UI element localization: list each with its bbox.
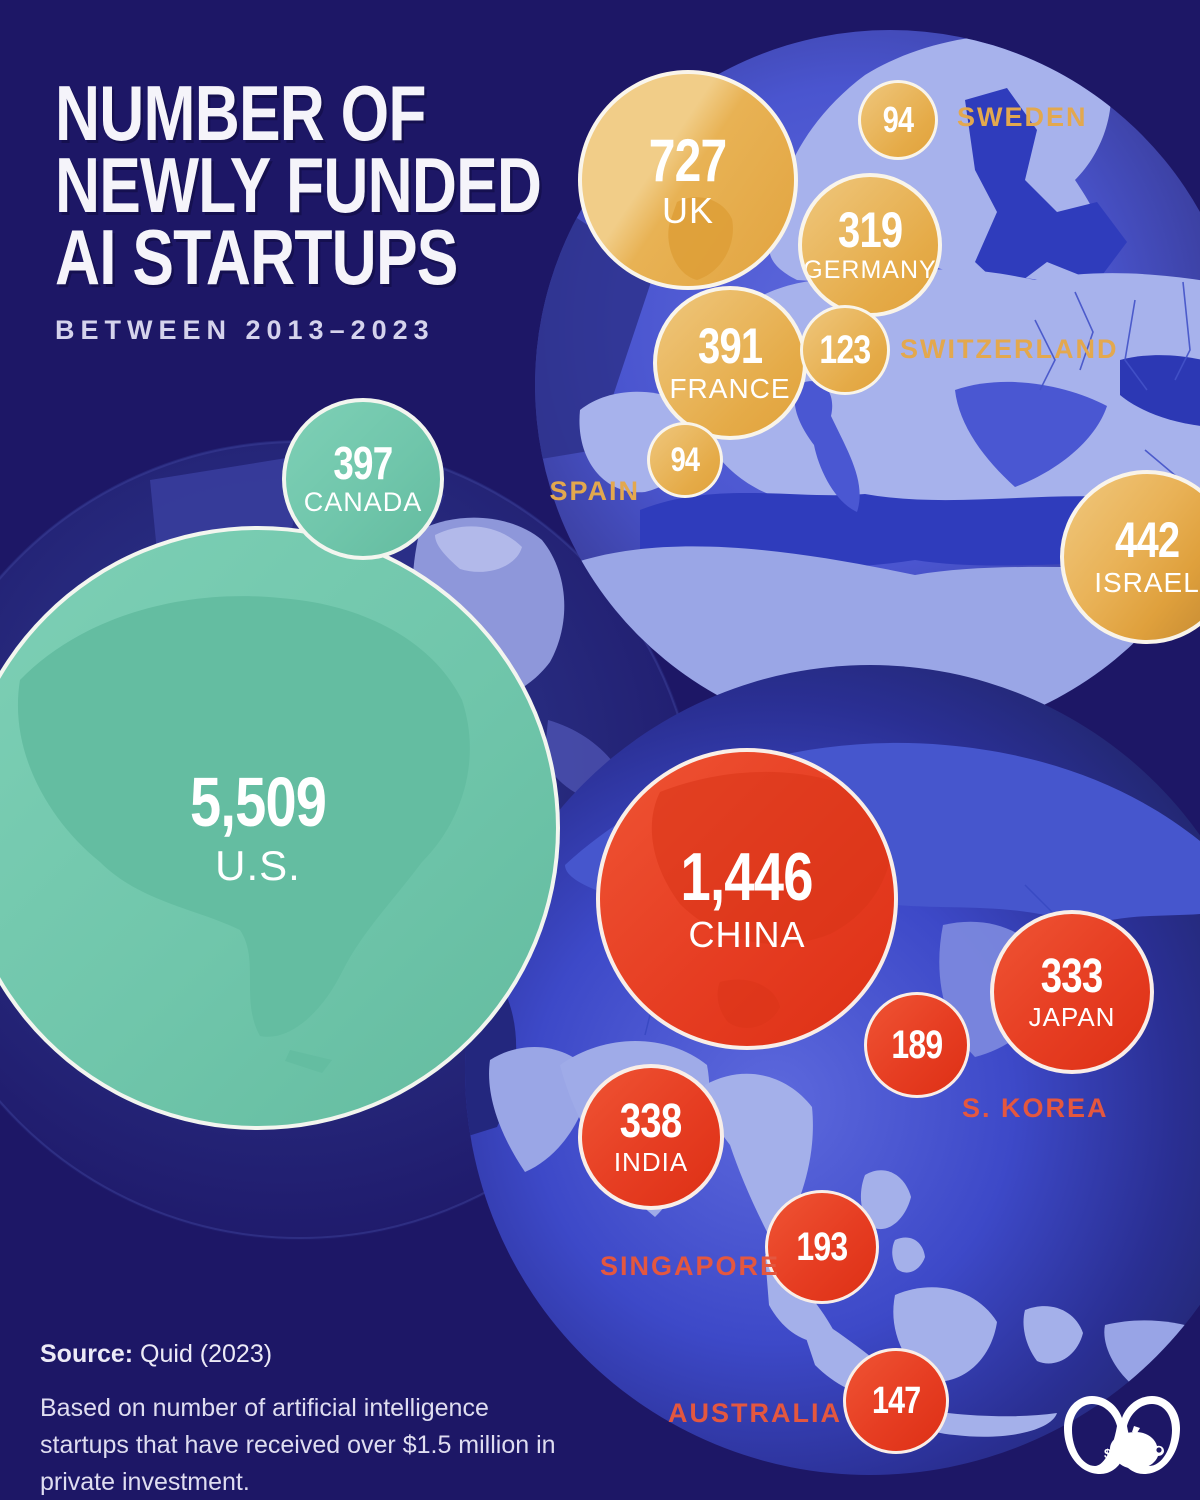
israel-label: ISRAEL [1094, 566, 1200, 598]
canada-label: CANADA [303, 487, 423, 518]
france-value: 391 [697, 318, 763, 375]
bubble-china: 1,446 CHINA [596, 748, 898, 1050]
label-singapore: SINGAPORE [600, 1251, 781, 1281]
switzerland-value: 123 [819, 328, 872, 372]
svg-text:$: $ [1104, 1446, 1112, 1461]
china-label: CHINA [688, 914, 806, 956]
subtitle: BETWEEN 2013–2023 [55, 315, 435, 346]
singapore-value: 193 [796, 1225, 849, 1269]
us-value: 5,509 [189, 762, 327, 841]
india-label: INDIA [613, 1146, 689, 1177]
germany-label: GERMANY [803, 256, 937, 285]
australia-value: 147 [871, 1379, 921, 1422]
bubble-germany: 319 GERMANY [798, 173, 942, 317]
title-block: NUMBER OF NEWLY FUNDED AI STARTUPS BETWE… [55, 69, 663, 346]
uk-map-hint [668, 197, 733, 280]
china-value: 1,446 [680, 838, 814, 915]
germany-value: 319 [837, 201, 903, 258]
source-value: Quid (2023) [133, 1340, 273, 1368]
bubble-sweden: 94 [858, 80, 938, 160]
label-skorea: S. KOREA [962, 1093, 1109, 1123]
title-line-3: AI STARTUPS [55, 212, 458, 301]
bubble-israel: 442 ISRAEL [1060, 470, 1200, 644]
china-map-hint [651, 771, 894, 1028]
source-label: Source: [40, 1340, 134, 1368]
footnote: Based on number of artificial intelligen… [40, 1394, 556, 1496]
uk-label: UK [661, 189, 714, 231]
sweden-value: 94 [882, 98, 914, 140]
bubble-france: 391 FRANCE [653, 286, 807, 440]
bubble-skorea: 189 [864, 992, 970, 1098]
bubble-india: 338 INDIA [578, 1064, 724, 1210]
bubble-switzerland: 123 [800, 305, 890, 395]
skorea-value: 189 [891, 1023, 944, 1067]
uk-value: 727 [649, 126, 727, 194]
canada-value: 397 [333, 436, 394, 489]
bubble-uk: 727 UK [578, 70, 798, 290]
bubble-spain: 94 [647, 422, 723, 498]
visual-capitalist-logo: $ [1064, 1396, 1180, 1474]
bubble-japan: 333 JAPAN [990, 910, 1154, 1074]
us-label: U.S. [215, 842, 301, 890]
source-line: Source: Quid (2023) [40, 1340, 272, 1369]
bubble-singapore: 193 [765, 1190, 879, 1304]
label-switzerland: SWITZERLAND [900, 334, 1119, 364]
india-value: 338 [620, 1095, 682, 1149]
bubble-australia: 147 [843, 1348, 949, 1454]
title-line-1: NUMBER OF [55, 69, 426, 157]
bubble-us: 5,509 U.S. [0, 526, 560, 1130]
bubble-canada: 397 CANADA [282, 398, 444, 560]
label-spain: SPAIN [549, 476, 640, 506]
label-australia: AUSTRALIA [668, 1398, 842, 1428]
france-label: FRANCE [669, 372, 791, 404]
japan-value: 333 [1041, 950, 1103, 1004]
title-line-2: NEWLY FUNDED [55, 140, 542, 229]
japan-label: JAPAN [1028, 1001, 1116, 1032]
us-map-hint [17, 596, 470, 1073]
israel-value: 442 [1114, 512, 1180, 569]
label-sweden: SWEDEN [957, 102, 1088, 132]
spain-value: 94 [670, 440, 700, 479]
